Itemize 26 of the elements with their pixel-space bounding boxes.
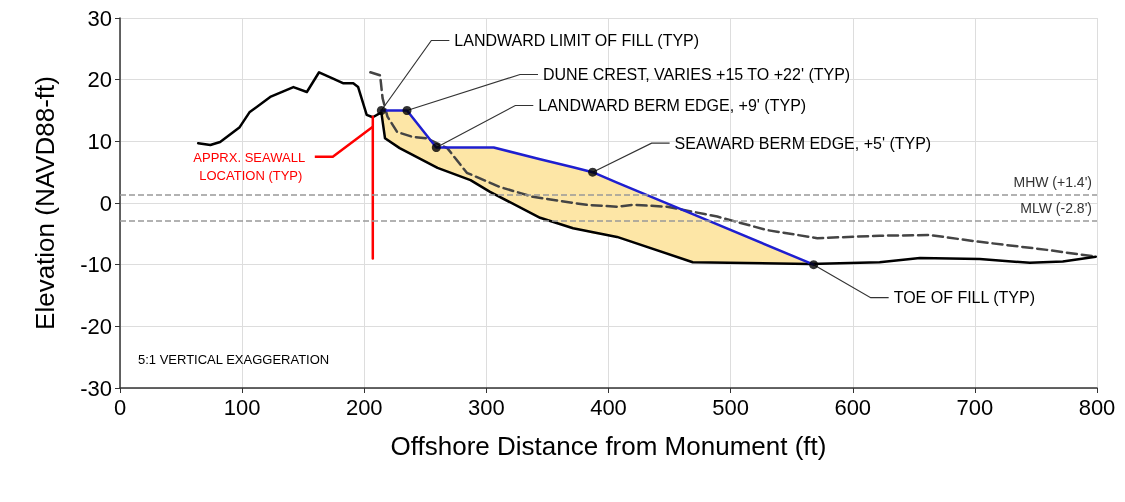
ref-line-label: MHW (+1.4') xyxy=(1013,174,1092,191)
text: APPRX. SEAWALL LOCATION (TYP) xyxy=(193,150,309,184)
y-axis-title: Elevation (NAVD88-ft) xyxy=(30,76,60,330)
y-tick-label: -10 xyxy=(80,252,112,278)
ref-line-label: MLW (-2.8') xyxy=(1020,200,1092,217)
annotation: DUNE CREST, VARIES +15 TO +22' (TYP) xyxy=(542,66,851,83)
x-tick-label: 500 xyxy=(712,394,749,420)
y-tick-label: 20 xyxy=(87,67,112,93)
annotation: LANDWARD LIMIT OF FILL (TYP) xyxy=(454,32,700,49)
annotation: SEAWARD BERM EDGE, +5' (TYP) xyxy=(674,134,932,152)
x-tick-label: 100 xyxy=(223,394,261,420)
y-tick-label: 0 xyxy=(99,190,112,216)
y-tick-label: 30 xyxy=(87,5,112,31)
x-tick-label: 800 xyxy=(1078,394,1116,420)
y-tick-label: -30 xyxy=(80,375,112,401)
annotation: LANDWARD BERM EDGE, +9' (TYP) xyxy=(538,97,807,114)
y-tick-label: -20 xyxy=(80,313,112,339)
annotation: TOE OF FILL (TYP) xyxy=(893,289,1036,307)
x-tick-label: 300 xyxy=(468,394,505,420)
y-tick-label: 10 xyxy=(87,128,112,154)
x-tick-label: 600 xyxy=(834,394,872,420)
x-tick-label: 200 xyxy=(345,394,383,420)
annotation: 5:1 VERTICAL EXAGGERATION xyxy=(138,352,330,367)
x-tick-label: 400 xyxy=(590,394,627,420)
x-axis-title: Offshore Distance from Monument (ft) xyxy=(390,431,827,461)
x-tick-label: 700 xyxy=(956,394,994,420)
